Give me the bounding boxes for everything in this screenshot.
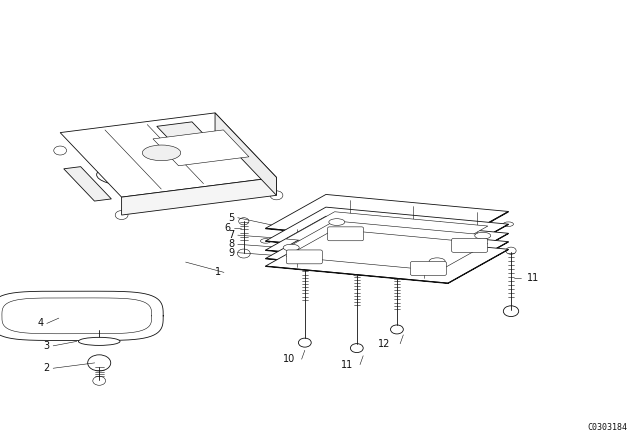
Text: 6: 6 bbox=[225, 223, 231, 233]
Polygon shape bbox=[177, 143, 212, 155]
Polygon shape bbox=[448, 211, 508, 246]
Text: 3: 3 bbox=[44, 341, 50, 351]
Polygon shape bbox=[266, 194, 508, 245]
Ellipse shape bbox=[283, 244, 300, 251]
Polygon shape bbox=[448, 224, 508, 258]
Polygon shape bbox=[266, 258, 448, 276]
Polygon shape bbox=[122, 177, 276, 215]
Polygon shape bbox=[286, 221, 488, 263]
Polygon shape bbox=[266, 216, 508, 267]
Polygon shape bbox=[60, 113, 276, 197]
Ellipse shape bbox=[142, 145, 180, 161]
Polygon shape bbox=[157, 122, 212, 148]
FancyBboxPatch shape bbox=[452, 238, 488, 252]
Text: 11: 11 bbox=[341, 360, 354, 370]
Polygon shape bbox=[266, 250, 448, 267]
Polygon shape bbox=[266, 266, 448, 284]
Polygon shape bbox=[448, 249, 508, 284]
FancyBboxPatch shape bbox=[287, 250, 323, 264]
FancyBboxPatch shape bbox=[328, 227, 364, 241]
FancyBboxPatch shape bbox=[410, 262, 446, 276]
Polygon shape bbox=[266, 207, 508, 258]
Polygon shape bbox=[266, 241, 448, 258]
Text: 11: 11 bbox=[527, 273, 540, 284]
Polygon shape bbox=[64, 167, 111, 201]
Polygon shape bbox=[448, 233, 508, 267]
Ellipse shape bbox=[79, 337, 120, 345]
Polygon shape bbox=[266, 228, 448, 246]
Ellipse shape bbox=[429, 258, 445, 265]
Text: 1: 1 bbox=[214, 267, 221, 277]
Text: 10: 10 bbox=[283, 354, 295, 364]
Polygon shape bbox=[215, 113, 276, 195]
Text: 5: 5 bbox=[228, 213, 234, 223]
Text: 7: 7 bbox=[228, 230, 234, 240]
Polygon shape bbox=[286, 212, 488, 253]
Polygon shape bbox=[448, 241, 508, 276]
Polygon shape bbox=[286, 229, 488, 271]
Text: 4: 4 bbox=[37, 319, 44, 328]
Polygon shape bbox=[266, 232, 508, 283]
Ellipse shape bbox=[329, 219, 345, 225]
Text: 2: 2 bbox=[44, 363, 50, 373]
Text: C0303184: C0303184 bbox=[588, 423, 627, 432]
Text: 8: 8 bbox=[228, 239, 234, 249]
Text: 9: 9 bbox=[228, 248, 234, 258]
Ellipse shape bbox=[475, 233, 491, 239]
Polygon shape bbox=[266, 224, 508, 276]
Polygon shape bbox=[153, 130, 249, 166]
Text: 12: 12 bbox=[378, 339, 390, 349]
